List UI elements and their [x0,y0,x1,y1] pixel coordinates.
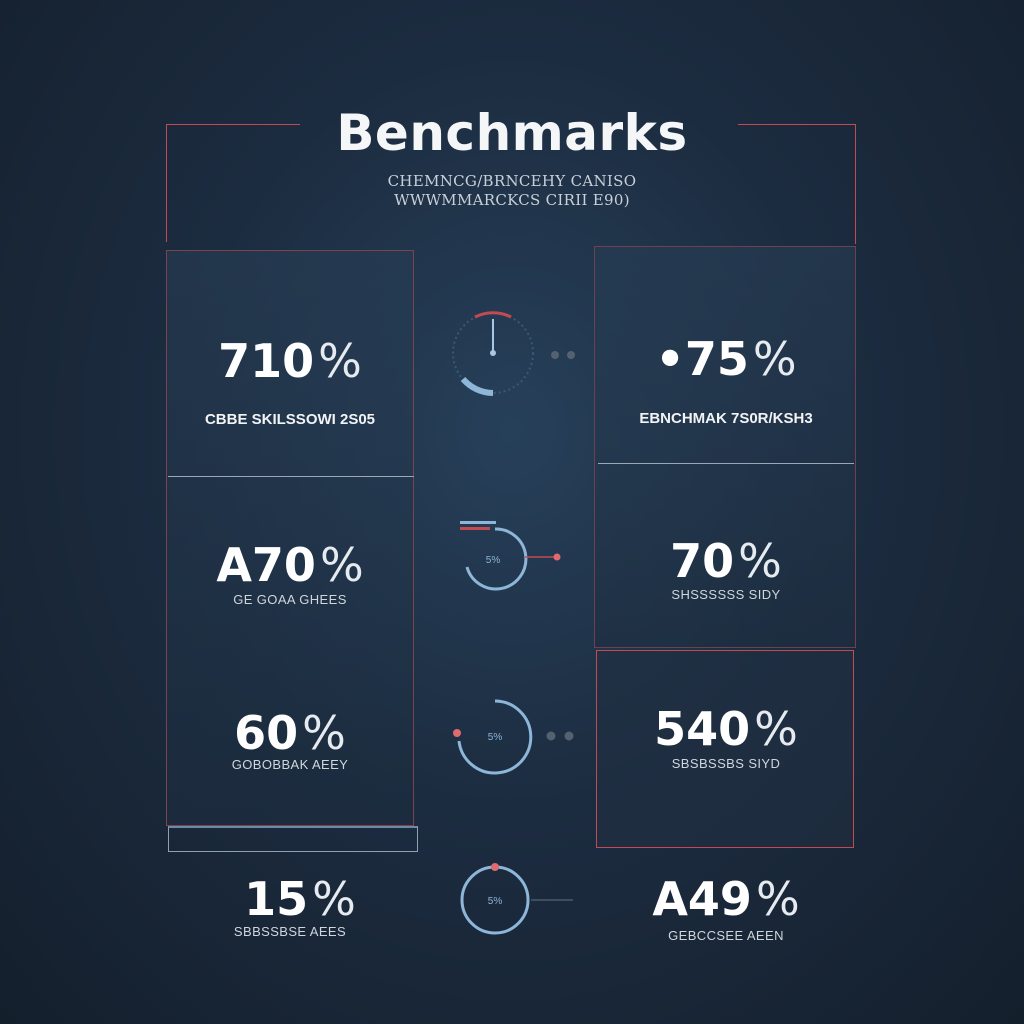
left-metric-3-value: 60% [234,706,346,760]
right-metric-3-label: SBSBSSBS SIYD [671,756,781,771]
gauge-2: 5% [455,515,575,605]
right-card-panel-bottom [596,650,854,848]
left-metric-4-label: SBBSSBSE AEES [233,924,347,939]
page-title: Benchmarks [336,104,688,162]
gauge-3-arc [457,699,533,775]
left-card-footer-bar [168,826,418,852]
gauge-2-label: 5% [486,555,501,566]
gauge-1 [445,305,595,405]
bracket-left-top-line [166,124,300,125]
left-metric-1-label: CBBE SKILSSOWI 2S05 [204,411,376,428]
right-card-divider [598,463,854,464]
gauge-4: 5% [455,862,585,942]
gauge-3-label: 5% [488,732,503,743]
right-metric-4-value: A49% [652,872,800,926]
page-subtitle-line-2: WWWMMARCKCS CIRII E90) [394,191,630,209]
right-metric-1-value: •75% [655,332,797,386]
bracket-left-vertical-line [166,124,167,242]
left-metric-2-label: GE GOAA GHEES [233,592,347,607]
right-metric-2-label: SHSSSSSS SIDY [671,587,781,602]
right-card-panel-top [594,246,856,648]
left-metric-1-value: 710% [218,334,362,388]
gauge-2-arc [465,527,528,591]
right-metric-3-value: 540% [654,702,798,756]
bracket-right-vertical-line [855,124,856,244]
gauge-1-dial [452,311,534,396]
right-metric-1-label: EBNCHMAK 7S0R/KSH3 [639,410,813,427]
gauge-1-dot-a [551,351,559,359]
page-subtitle-line-1: CHEMNCG/BRNCEHY CANISO [387,172,637,190]
gauge-1-arc [460,376,494,396]
left-card-panel [166,250,414,826]
bracket-right-top-line [738,124,856,125]
right-metric-2-value: 70% [670,534,782,588]
gauge-3: 5% [445,695,585,785]
left-metric-2-value: A70% [216,538,364,592]
gauge-4-label: 5% [488,896,503,907]
left-card-divider [168,476,414,477]
left-metric-3-label: GOBOBBAK AEEY [231,757,349,772]
right-metric-4-label: GEBCCSEE AEEN [668,928,784,943]
left-metric-4-value: 15% [244,872,356,926]
gauge-1-dot-b [567,351,575,359]
